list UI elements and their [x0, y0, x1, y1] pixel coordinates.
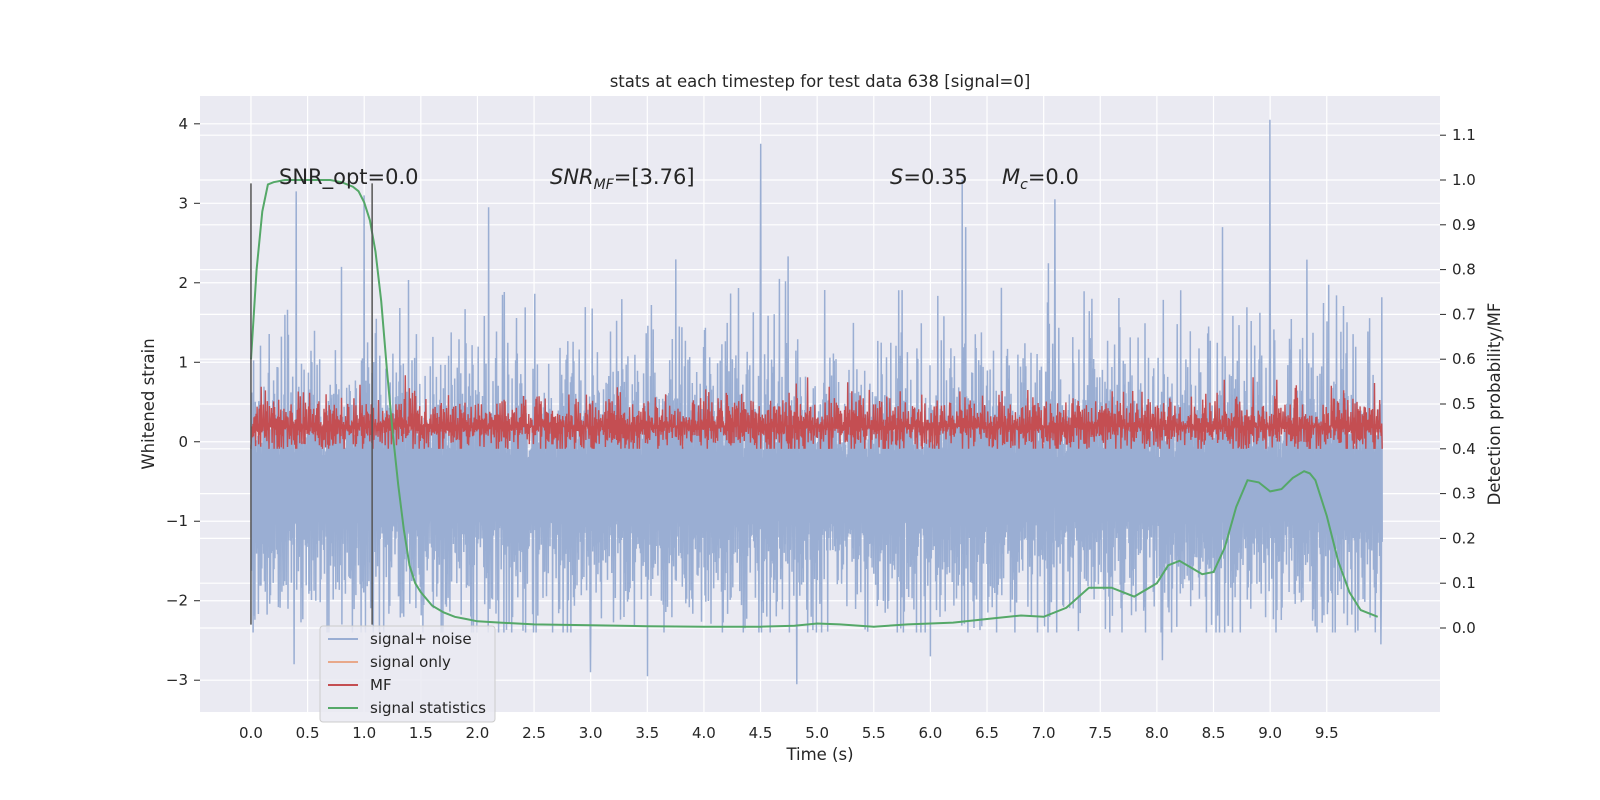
x-tick-label: 6.5 — [975, 724, 999, 742]
x-axis-label: Time (s) — [785, 745, 853, 764]
y2-tick-label: 0.1 — [1452, 574, 1476, 592]
x-tick-label: 4.5 — [749, 724, 773, 742]
legend-label-signal-noise: signal+ noise — [370, 630, 472, 648]
vline-layer — [250, 183, 373, 625]
mc-base: M — [1002, 165, 1020, 189]
y2-tick-label: 0.7 — [1452, 305, 1476, 323]
x-tick-label: 8.5 — [1202, 724, 1226, 742]
y2-tick-label: 1.0 — [1452, 171, 1476, 189]
y-tick-label: −1 — [166, 512, 188, 530]
series-signal-statistics-line — [250, 179, 1379, 628]
x-tick-label: 7.5 — [1088, 724, 1112, 742]
x-tick-label: 0.0 — [239, 724, 263, 742]
mc-sub: c — [1020, 177, 1028, 193]
legend-label-signal-statistics: signal statistics — [370, 699, 486, 717]
y2-tick-label: 1.1 — [1452, 126, 1476, 144]
annotation-mc: Mc=0.0 — [1002, 165, 1079, 193]
legend-label-mf: MF — [370, 676, 392, 694]
chart-title: stats at each timestep for test data 638… — [610, 72, 1031, 91]
y2-tick-label: 0.4 — [1452, 440, 1476, 458]
x-tick-label: 1.0 — [352, 724, 376, 742]
x-tick-label: 9.5 — [1315, 724, 1339, 742]
y-tick-label: 2 — [178, 274, 188, 292]
y2-tick-label: 0.6 — [1452, 350, 1476, 368]
x-tick-label: 4.0 — [692, 724, 716, 742]
x-tick-label: 8.0 — [1145, 724, 1169, 742]
annotation-s: S=0.35 — [890, 165, 968, 189]
y2-tick-label: 0.2 — [1452, 529, 1476, 547]
legend-label-signal-only: signal only — [370, 653, 451, 671]
snr-mf-base: SNR — [550, 165, 594, 189]
x-tick-label: 9.0 — [1258, 724, 1282, 742]
y-tick-label: −3 — [166, 671, 188, 689]
y-tick-label: 1 — [178, 353, 188, 371]
x-tick-label: 0.5 — [296, 724, 320, 742]
y2-tick-label: 0.5 — [1452, 395, 1476, 413]
annotation-snr-mf: SNRMF=[3.76] — [550, 165, 695, 193]
legend: signal+ noise signal only MF signal stat… — [319, 625, 496, 723]
x-tick-label: 6.0 — [918, 724, 942, 742]
legend-box — [319, 625, 496, 723]
y-axis-label: Whitened strain — [139, 338, 158, 469]
x-tick-label: 5.5 — [862, 724, 886, 742]
snr-mf-value: =[3.76] — [614, 165, 695, 189]
series-layer — [250, 119, 1383, 685]
x-tick-label: 2.0 — [466, 724, 490, 742]
y-tick-label: 4 — [178, 115, 188, 133]
y-tick-labels: −3 −2 −1 0 1 2 3 4 — [166, 115, 200, 689]
y2-tick-label: 0.3 — [1452, 485, 1476, 503]
series-mf-line — [250, 375, 1383, 449]
x-tick-label: 1.5 — [409, 724, 433, 742]
x-tick-labels: 0.0 0.5 1.0 1.5 2.0 2.5 3.0 3.5 4.0 4.5 5.0 5.5 6.0 6… — [239, 724, 1339, 742]
y2-tick-label: 0.0 — [1452, 619, 1476, 637]
mc-value: =0.0 — [1028, 165, 1079, 189]
y2-tick-label: 0.9 — [1452, 216, 1476, 234]
x-tick-label: 3.0 — [579, 724, 603, 742]
snr-mf-sub: MF — [594, 177, 615, 193]
series-signal-noise-line — [250, 119, 1383, 685]
x-tick-label: 2.5 — [522, 724, 546, 742]
x-tick-label: 5.0 — [805, 724, 829, 742]
annotation-snr-opt: SNR_opt=0.0 — [279, 165, 419, 190]
x-tick-label: 7.0 — [1032, 724, 1056, 742]
s-symbol: S — [890, 165, 903, 189]
y-tick-label: −2 — [166, 592, 188, 610]
s-value: =0.35 — [903, 165, 967, 189]
x-tick-label: 3.5 — [635, 724, 659, 742]
y2-axis-label: Detection probability/MF — [1485, 303, 1504, 506]
y-tick-label: 0 — [178, 433, 188, 451]
y2-tick-label: 0.8 — [1452, 261, 1476, 279]
y-tick-label: 3 — [178, 194, 188, 212]
y2-tick-labels: 0.0 0.1 0.2 0.3 0.4 0.5 0.6 0.7 0.8 0.9 1.0 1.1 — [1440, 126, 1476, 637]
